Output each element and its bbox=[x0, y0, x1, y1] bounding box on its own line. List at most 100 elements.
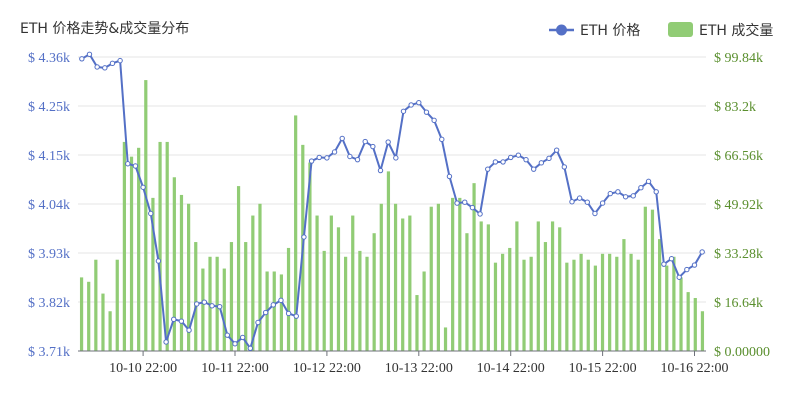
volume-bar[interactable] bbox=[201, 268, 205, 351]
volume-bar[interactable] bbox=[365, 256, 369, 351]
volume-bar[interactable] bbox=[279, 274, 283, 351]
price-point[interactable] bbox=[576, 195, 583, 201]
price-point[interactable] bbox=[699, 249, 705, 255]
volume-bar[interactable] bbox=[129, 156, 134, 351]
volume-bar[interactable] bbox=[172, 177, 176, 351]
volume-bar[interactable] bbox=[672, 256, 676, 351]
volume-bar[interactable] bbox=[294, 115, 298, 351]
volume-bar[interactable] bbox=[608, 253, 612, 351]
volume-bar[interactable] bbox=[529, 256, 533, 351]
volume-bar[interactable] bbox=[636, 259, 640, 351]
price-point[interactable] bbox=[530, 166, 537, 172]
price-point[interactable] bbox=[239, 334, 246, 341]
price-point[interactable] bbox=[423, 109, 430, 115]
price-point[interactable] bbox=[125, 161, 131, 167]
volume-bar[interactable] bbox=[679, 277, 683, 351]
price-point[interactable] bbox=[324, 155, 330, 161]
volume-bar[interactable] bbox=[622, 239, 626, 351]
volume-bar[interactable] bbox=[229, 242, 234, 351]
volume-bar[interactable] bbox=[429, 206, 433, 351]
price-point[interactable] bbox=[645, 178, 652, 185]
price-point[interactable] bbox=[408, 102, 414, 108]
price-point[interactable] bbox=[255, 319, 261, 326]
price-point[interactable] bbox=[278, 297, 284, 304]
price-point[interactable] bbox=[416, 99, 422, 106]
price-point[interactable] bbox=[201, 299, 208, 305]
price-point[interactable] bbox=[270, 302, 276, 308]
price-point[interactable] bbox=[561, 164, 568, 170]
volume-bar[interactable] bbox=[386, 171, 391, 351]
price-point[interactable] bbox=[615, 189, 621, 195]
price-point[interactable] bbox=[607, 190, 613, 197]
price-point[interactable] bbox=[446, 173, 453, 180]
volume-bar[interactable] bbox=[522, 259, 526, 351]
price-point[interactable] bbox=[538, 160, 545, 166]
volume-bar[interactable] bbox=[286, 247, 291, 351]
price-point[interactable] bbox=[308, 158, 315, 164]
volume-bar[interactable] bbox=[472, 183, 476, 351]
price-point[interactable] bbox=[232, 341, 238, 347]
volume-bar[interactable] bbox=[322, 250, 326, 351]
volume-bar[interactable] bbox=[329, 215, 333, 351]
price-point[interactable] bbox=[500, 159, 506, 165]
price-point[interactable] bbox=[485, 166, 491, 172]
price-point[interactable] bbox=[140, 184, 146, 190]
legend-item-volume[interactable]: ETH 成交量 bbox=[668, 22, 773, 39]
volume-bar[interactable] bbox=[236, 186, 241, 351]
volume-bar[interactable] bbox=[401, 218, 405, 351]
volume-bar[interactable] bbox=[515, 221, 519, 351]
volume-bar[interactable] bbox=[558, 227, 562, 351]
price-point[interactable] bbox=[592, 210, 598, 217]
volume-bar[interactable] bbox=[629, 253, 633, 351]
price-point[interactable] bbox=[477, 211, 483, 217]
price-point[interactable] bbox=[676, 274, 682, 280]
volume-bar[interactable] bbox=[422, 271, 426, 351]
volume-bar[interactable] bbox=[650, 209, 655, 351]
price-point[interactable] bbox=[469, 204, 476, 211]
volume-bar[interactable] bbox=[501, 253, 505, 351]
volume-bar[interactable] bbox=[565, 262, 569, 351]
price-point[interactable] bbox=[462, 199, 468, 205]
volume-bar[interactable] bbox=[643, 206, 647, 351]
volume-bar[interactable] bbox=[151, 197, 155, 351]
volume-bar[interactable] bbox=[615, 256, 619, 351]
price-point[interactable] bbox=[293, 313, 299, 319]
price-point[interactable] bbox=[117, 57, 123, 64]
price-point[interactable] bbox=[393, 155, 399, 161]
price-point[interactable] bbox=[385, 139, 391, 145]
volume-bar[interactable] bbox=[536, 221, 540, 351]
price-point[interactable] bbox=[194, 301, 200, 307]
volume-bar[interactable] bbox=[415, 295, 419, 351]
price-point[interactable] bbox=[163, 339, 169, 345]
volume-bar[interactable] bbox=[393, 203, 398, 351]
price-point[interactable] bbox=[454, 200, 460, 206]
volume-bar[interactable] bbox=[194, 242, 198, 351]
volume-bar[interactable] bbox=[315, 215, 319, 351]
price-point[interactable] bbox=[109, 60, 116, 67]
price-point[interactable] bbox=[691, 262, 698, 268]
volume-bar[interactable] bbox=[693, 297, 697, 351]
price-point[interactable] bbox=[247, 345, 254, 351]
price-point[interactable] bbox=[354, 156, 361, 163]
volume-bar[interactable] bbox=[358, 250, 362, 351]
price-point[interactable] bbox=[630, 193, 636, 199]
volume-bar[interactable] bbox=[658, 239, 662, 351]
price-point[interactable] bbox=[553, 147, 560, 153]
volume-bar[interactable] bbox=[144, 80, 148, 351]
volume-bar[interactable] bbox=[572, 259, 576, 351]
volume-bar[interactable] bbox=[593, 265, 597, 351]
price-point[interactable] bbox=[301, 234, 307, 240]
volume-bar[interactable] bbox=[665, 265, 669, 351]
price-point[interactable] bbox=[377, 167, 384, 174]
price-point[interactable] bbox=[102, 65, 108, 71]
price-point[interactable] bbox=[262, 309, 269, 316]
price-point[interactable] bbox=[79, 56, 85, 62]
volume-bar[interactable] bbox=[258, 203, 262, 351]
volume-bar[interactable] bbox=[700, 311, 705, 351]
price-point[interactable] bbox=[515, 152, 522, 158]
volume-bar[interactable] bbox=[579, 253, 583, 351]
price-point[interactable] bbox=[216, 303, 223, 310]
volume-bar[interactable] bbox=[436, 203, 440, 351]
price-point[interactable] bbox=[316, 154, 322, 161]
volume-bar[interactable] bbox=[336, 227, 341, 351]
